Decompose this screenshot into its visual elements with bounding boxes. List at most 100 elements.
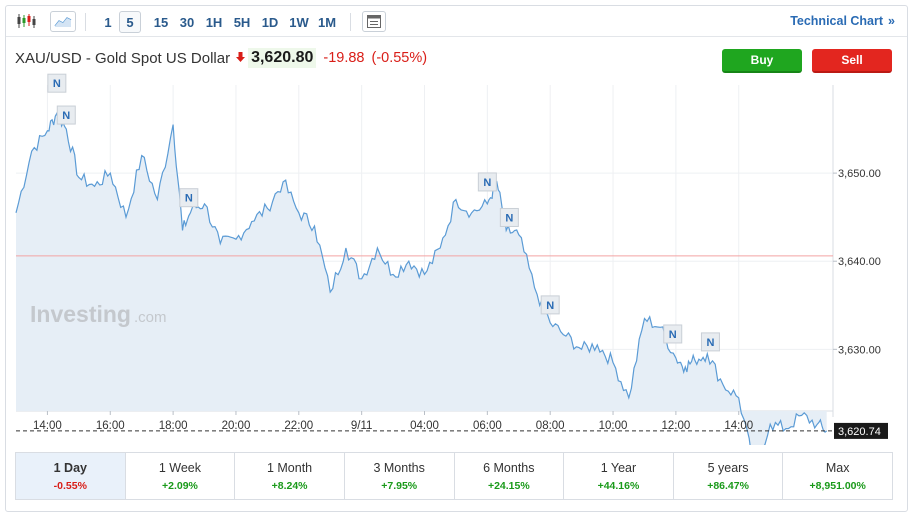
arrow-down-icon (236, 51, 246, 65)
y-tick-label: 3,640.00 (838, 256, 881, 268)
period-label: 3 Months (373, 460, 425, 475)
interval-1d-button[interactable]: 1D (261, 14, 279, 30)
period-change: +86.47% (707, 479, 749, 492)
period-change: +8,951.00% (809, 479, 866, 492)
news-marker-box (540, 295, 560, 315)
price-area (16, 113, 827, 445)
news-markers: N N N N N N N N (47, 73, 720, 352)
x-tick-label: 10:00 (599, 420, 628, 432)
x-tick-label: 06:00 (473, 420, 502, 432)
period-max[interactable]: Max +8,951.00% (783, 453, 892, 499)
period-change: +2.09% (161, 479, 198, 492)
current-price-label-bg (834, 422, 888, 439)
period-label: 6 Months (483, 460, 535, 475)
x-tick-label: 12:00 (661, 420, 690, 432)
x-tick-label: 14:00 (33, 420, 62, 432)
toolbar-divider (85, 13, 86, 31)
period-1-month[interactable]: 1 Month +8.24% (235, 453, 345, 499)
period-change: -0.55% (53, 479, 87, 492)
news-marker-label: N (483, 177, 491, 189)
price-chart[interactable]: Investing .com 3,620.74 3,650.00 3,640.00… (0, 0, 913, 445)
period-6-months[interactable]: 6 Months +24.15% (455, 453, 565, 499)
technical-chart-label: Technical Chart (790, 14, 884, 28)
period-change: +7.95% (381, 479, 418, 492)
interval-30min-button[interactable]: 30 (179, 14, 195, 30)
period-label: 1 Month (266, 460, 313, 475)
x-tick-label: 14:00 (724, 420, 753, 432)
news-marker: N (179, 188, 199, 208)
interval-1h-button[interactable]: 1H (205, 14, 223, 30)
news-marker: N (663, 324, 683, 344)
interval-1w-button[interactable]: 1W (289, 14, 309, 30)
x-tick-label: 20:00 (222, 420, 251, 432)
news-marker-label: N (505, 212, 513, 224)
data-table-icon[interactable] (362, 11, 386, 32)
period-label: 5 years (707, 460, 749, 475)
news-marker: N (499, 207, 519, 227)
instrument-name: XAU/USD - Gold Spot US Dollar (15, 49, 231, 67)
period-5-years[interactable]: 5 years +86.47% (674, 453, 784, 499)
instrument-header: XAU/USD - Gold Spot US Dollar 3,620.80 -… (15, 48, 427, 68)
last-price: 3,620.80 (248, 48, 317, 68)
interval-5min-button[interactable]: 5 (119, 11, 141, 33)
news-marker-box (499, 207, 519, 227)
news-marker-box (663, 324, 683, 344)
period-1-year[interactable]: 1 Year +44.16% (564, 453, 674, 499)
buy-button[interactable]: Buy (722, 49, 802, 73)
y-axis: 3,650.00 3,640.00 3,630.00 (833, 168, 881, 356)
news-marker-box (47, 73, 67, 93)
period-1-week[interactable]: 1 Week +2.09% (126, 453, 236, 499)
news-marker-label: N (62, 110, 70, 122)
news-marker: N (700, 332, 720, 352)
sell-button[interactable]: Sell (812, 49, 892, 73)
y-tick-label: 3,650.00 (838, 168, 881, 180)
double-chevron-right-icon: » (888, 14, 895, 28)
toolbar-divider (350, 13, 351, 31)
performance-periods: 1 Day -0.55% 1 Week +2.09% 1 Month +8.24% 3 Mo… (15, 452, 893, 500)
period-label: 1 Day (53, 460, 87, 475)
news-marker-box (56, 105, 76, 125)
news-marker-label: N (706, 337, 714, 349)
current-price-text: 3,620.74 (838, 426, 881, 438)
news-marker: N (477, 172, 497, 192)
news-marker-label: N (669, 329, 677, 341)
watermark-suffix: .com (134, 309, 167, 326)
chart-toolbar: 1 5 15 30 1H 5H 1D 1W 1M Technical Chart… (6, 6, 907, 37)
news-marker: N (56, 105, 76, 125)
period-label: 1 Year (600, 460, 637, 475)
news-marker: N (47, 73, 67, 93)
news-marker-label: N (185, 193, 193, 205)
period-3-months[interactable]: 3 Months +7.95% (345, 453, 455, 499)
interval-1m-button[interactable]: 1M (317, 14, 337, 30)
news-marker-box (179, 188, 199, 208)
x-axis: 14:00 16:00 18:00 20:00 22:00 9/11 04:00 06:00 0… (33, 411, 753, 432)
period-1-day[interactable]: 1 Day -0.55% (16, 453, 126, 499)
period-change: +44.16% (597, 479, 640, 492)
period-label: Max (825, 460, 850, 475)
price-change: -19.88 (323, 50, 365, 66)
technical-chart-link[interactable]: Technical Chart » (790, 14, 895, 28)
period-change: +8.24% (271, 479, 308, 492)
period-change: +24.15% (487, 479, 530, 492)
news-marker-label: N (546, 300, 554, 312)
interval-15min-button[interactable]: 15 (153, 14, 169, 30)
price-change-percent: (-0.55%) (371, 50, 428, 66)
interval-5h-button[interactable]: 5H (233, 14, 251, 30)
watermark-brand: Investing (30, 301, 131, 327)
news-marker-label: N (53, 78, 61, 90)
x-tick-label: 04:00 (410, 420, 439, 432)
x-tick-label: 08:00 (536, 420, 565, 432)
investing-watermark: Investing .com (30, 301, 167, 327)
x-tick-label: 9/11 (351, 420, 373, 432)
y-tick-label: 3,630.00 (838, 344, 881, 356)
news-marker: N (540, 295, 560, 315)
current-price-label: 3,620.74 (834, 422, 888, 439)
x-tick-label: 22:00 (284, 420, 313, 432)
news-marker-box (700, 332, 720, 352)
news-marker-box (477, 172, 497, 192)
candlestick-chart-icon[interactable] (15, 11, 37, 31)
period-label: 1 Week (158, 460, 202, 475)
price-line (15, 111, 828, 445)
area-chart-icon[interactable] (50, 11, 76, 32)
interval-1min-button[interactable]: 1 (104, 14, 112, 30)
